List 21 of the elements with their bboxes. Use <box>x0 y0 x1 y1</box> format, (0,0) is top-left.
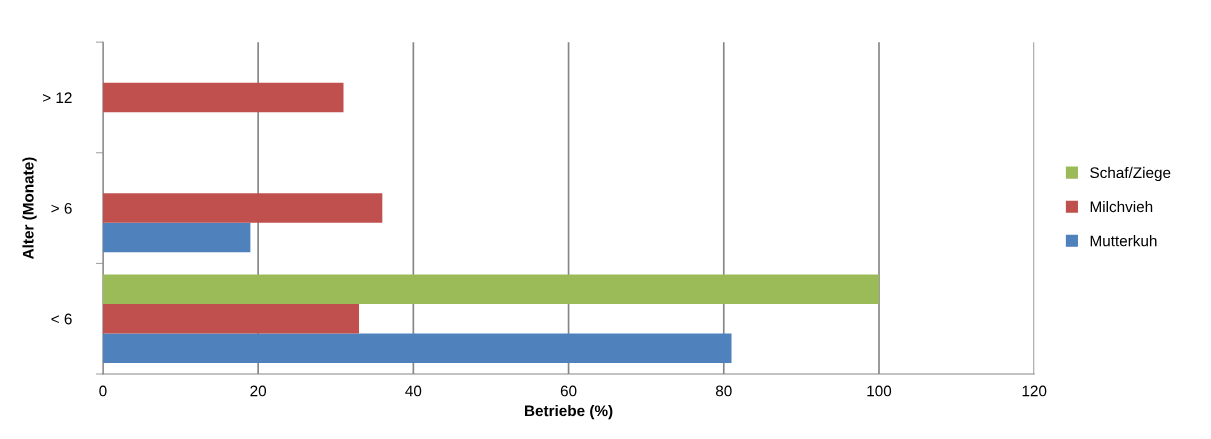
bar <box>102 303 360 334</box>
x-tick-label: 100 <box>867 385 892 397</box>
x-tick-label: 80 <box>715 385 732 397</box>
x-tick-label: 20 <box>250 385 267 397</box>
legend-label: Milchvieh <box>1090 200 1153 213</box>
y-tick-label: > 12 <box>42 92 72 103</box>
x-tick-label: 40 <box>405 385 422 397</box>
y-tick-label: > 6 <box>51 202 72 214</box>
x-tick-label: 60 <box>560 385 577 397</box>
bar <box>102 222 251 253</box>
bar <box>102 333 732 363</box>
y-axis-title: Alter (Monate) <box>22 157 37 260</box>
x-axis-title: Betriebe (%) <box>525 404 613 420</box>
bar <box>102 193 383 223</box>
y-tick-label: < 6 <box>51 313 72 325</box>
bar <box>102 82 344 113</box>
legend-label: Mutterkuh <box>1090 235 1157 247</box>
x-tick-label: 0 <box>99 385 107 397</box>
legend-label: Schaf/Ziege <box>1090 166 1171 182</box>
x-tick-label: 120 <box>1022 385 1047 397</box>
bar <box>102 274 879 304</box>
